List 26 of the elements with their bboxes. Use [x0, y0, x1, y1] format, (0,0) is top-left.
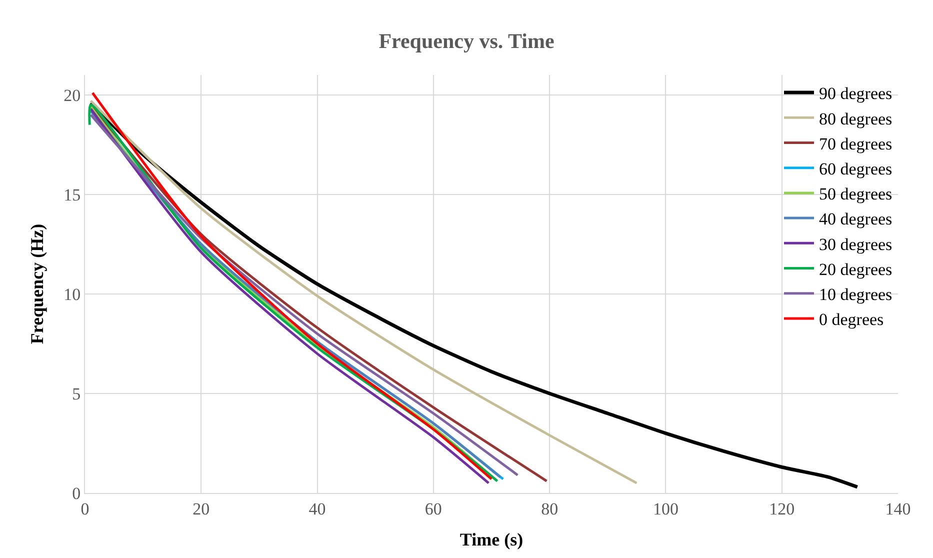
legend-label: 40 degrees: [819, 210, 892, 229]
y-axis-title: Frequency (Hz): [26, 224, 47, 344]
legend-label: 30 degrees: [819, 234, 892, 254]
x-tick-label: 80: [541, 499, 558, 518]
x-tick-label: 120: [769, 499, 795, 518]
legend-label: 90 degrees: [819, 84, 892, 104]
legend-label: 0 degrees: [819, 310, 884, 330]
x-tick-label: 100: [652, 499, 678, 518]
legend-label: 60 degrees: [819, 159, 892, 178]
x-tick-label: 20: [192, 499, 210, 518]
x-tick-label: 140: [885, 499, 911, 518]
chart-title: Frequency vs. Time: [378, 29, 554, 54]
y-tick-label: 5: [72, 384, 81, 404]
legend-label: 10 degrees: [819, 284, 892, 304]
legend-label: 70 degrees: [819, 134, 892, 154]
line-series: [90, 100, 638, 484]
y-tick-label: 20: [64, 86, 81, 105]
x-axis-title: Time (s): [460, 530, 524, 550]
y-tick-label: 10: [64, 284, 81, 304]
legend-label: 20 degrees: [819, 260, 892, 279]
y-tick-label: 15: [64, 185, 81, 204]
legend-label: 50 degrees: [819, 184, 892, 204]
legend-label: 80 degrees: [819, 109, 892, 128]
x-tick-label: 60: [424, 499, 442, 518]
x-tick-label: 40: [308, 499, 326, 518]
y-tick-label: 0: [72, 484, 81, 503]
